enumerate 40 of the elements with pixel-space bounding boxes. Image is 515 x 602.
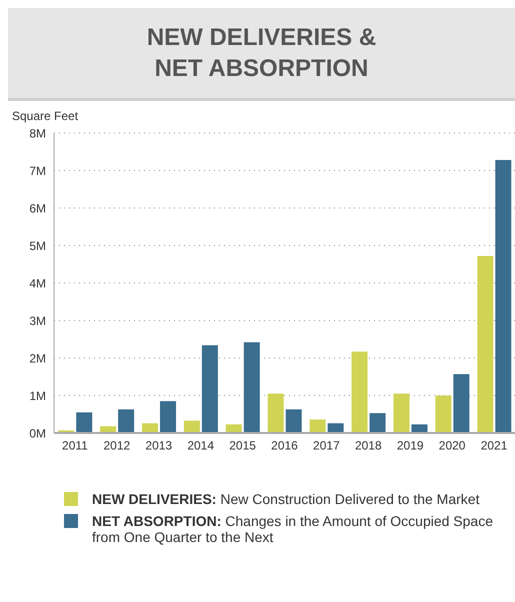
- x-tick-label: 2014: [187, 438, 214, 453]
- chart-title: NEW DELIVERIES & NET ABSORPTION: [8, 8, 515, 101]
- legend-label: NEW DELIVERIES: New Construction Delivered to the Market: [92, 491, 480, 507]
- bar: [268, 394, 284, 433]
- bar: [393, 394, 410, 433]
- x-tick-label: 2018: [354, 438, 382, 453]
- x-tick-label: 2019: [396, 438, 424, 453]
- bar: [370, 413, 386, 433]
- bar: [310, 420, 326, 433]
- x-tick-label: 2011: [62, 438, 88, 453]
- y-tick-label: 2M: [29, 351, 46, 366]
- y-tick-label: 7M: [29, 164, 46, 178]
- bar: [453, 374, 470, 433]
- x-tick-label: 2013: [145, 438, 172, 453]
- bar: [495, 160, 512, 433]
- bar: [184, 420, 200, 433]
- bar: [435, 396, 452, 433]
- bar: [477, 256, 494, 433]
- y-axis-title: Square Feet: [11, 108, 80, 123]
- y-tick-label: 5M: [29, 238, 46, 253]
- bar: [118, 409, 134, 433]
- x-tick-label: 2015: [229, 438, 256, 453]
- x-tick-label: 2016: [271, 438, 298, 453]
- x-tick-label: 2021: [480, 438, 508, 453]
- y-tick-label: 6M: [29, 201, 46, 216]
- y-tick-label: 8M: [29, 126, 46, 140]
- x-tick-label: 2020: [438, 438, 466, 453]
- legend-label: NET ABSORPTION: Changes in the Amount of Occupied Space from One Quarter to the Next: [92, 513, 494, 545]
- bar: [160, 401, 176, 433]
- bar: [76, 412, 92, 433]
- y-tick-label: 0M: [29, 426, 46, 440]
- y-tick-label: 4M: [29, 276, 46, 290]
- bar: [286, 409, 302, 433]
- bar: [202, 345, 218, 433]
- x-tick-label: 2012: [104, 438, 131, 453]
- bar: [352, 352, 368, 433]
- bar: [244, 342, 260, 433]
- x-tick-label: 2017: [313, 438, 340, 453]
- y-tick-label: 1M: [29, 388, 46, 403]
- y-tick-label: 3M: [29, 314, 46, 328]
